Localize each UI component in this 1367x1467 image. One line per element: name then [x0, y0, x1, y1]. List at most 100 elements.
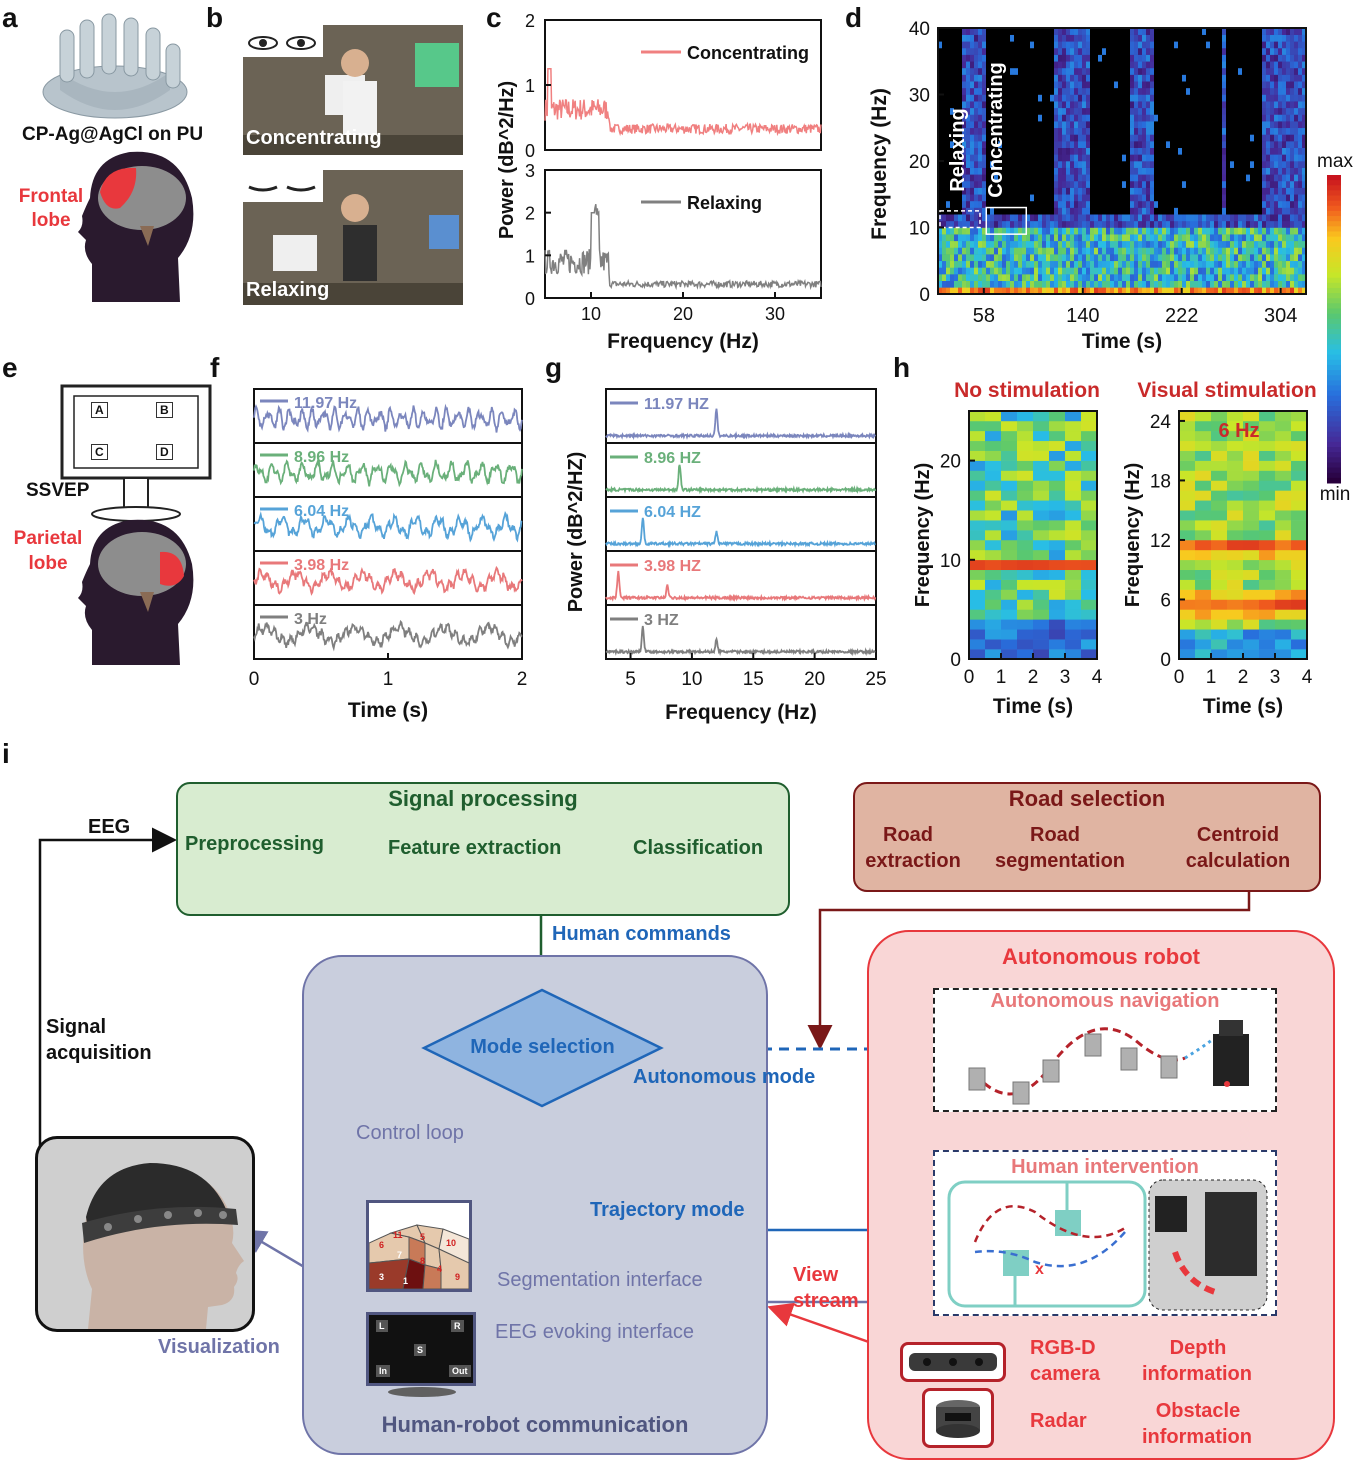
heatmap-cell [970, 47, 975, 55]
heatmap-cell [1142, 267, 1147, 275]
heatmap-cell [1062, 161, 1067, 168]
heatmap-cell [1198, 81, 1203, 89]
heatmap-cell [1046, 240, 1051, 248]
heatmap-cell [978, 200, 983, 208]
heatmap-cell [1218, 167, 1223, 175]
heatmap-cell [1302, 67, 1307, 75]
heatmap-cell [946, 274, 951, 281]
heatmap-cell [1227, 559, 1244, 571]
heatmap-cell [1158, 154, 1163, 162]
heatmap-cell [1146, 200, 1151, 208]
heatmap-cell [1266, 247, 1271, 255]
heatmap-cell [1238, 114, 1243, 122]
heatmap-cell [1126, 107, 1131, 115]
heatmap-cell [1049, 530, 1066, 541]
heatmap-cell [969, 490, 986, 501]
heatmap-cell [1134, 234, 1139, 242]
heatmap-cell [1210, 260, 1215, 268]
heatmap-cell [1038, 74, 1043, 82]
heatmap-cell [958, 247, 963, 255]
heatmap-cell [1178, 154, 1183, 162]
heatmap-cell [1130, 54, 1135, 62]
view-stream-label-2: stream [793, 1290, 859, 1312]
autonomous-navigation-label: Autonomous navigation [990, 990, 1220, 1012]
heatmap-cell [1114, 28, 1119, 35]
heatmap-cell [1170, 180, 1175, 188]
heatmap-cell [1238, 240, 1243, 248]
heatmap-cell [946, 147, 951, 155]
heatmap-cell [1086, 280, 1091, 288]
heatmap-cell [1006, 180, 1011, 188]
heatmap-cell [1182, 67, 1187, 75]
heatmap-cell [1070, 161, 1075, 168]
heatmap-cell [1082, 141, 1087, 148]
heatmap-cell [1243, 520, 1260, 531]
heatmap-cell [970, 267, 975, 275]
heatmap-cell [1254, 267, 1259, 275]
heatmap-cell [1210, 247, 1215, 255]
heatmap-cell [1154, 280, 1159, 288]
heatmap-cell [1286, 101, 1291, 109]
heatmap-cell [1302, 61, 1307, 69]
heatmap-cell [1054, 107, 1059, 115]
heatmap-cell [1118, 200, 1123, 208]
heatmap-cell [1234, 167, 1239, 175]
heatmap-cell [962, 200, 967, 208]
heatmap-cell [1098, 41, 1103, 49]
heatmap-cell [1174, 147, 1179, 155]
heatmap-cell [1291, 500, 1308, 511]
heatmap-cell [1218, 87, 1223, 95]
heatmap-cell [1046, 101, 1051, 109]
heatmap-cell [946, 121, 951, 129]
heatmap-cell [958, 234, 963, 242]
heatmap-cell [1162, 28, 1167, 35]
heatmap-cell [1278, 127, 1283, 135]
heatmap-cell [1278, 61, 1283, 69]
heatmap-cell [1150, 54, 1155, 62]
heatmap-cell [1170, 220, 1175, 228]
heatmap-cell [1222, 161, 1227, 168]
heatmap-cell [1222, 200, 1227, 208]
heatmap-cell [994, 214, 999, 222]
heatmap-cell [1026, 87, 1031, 95]
heatmap-cell [1050, 200, 1055, 208]
heatmap-cell [1086, 114, 1091, 122]
heatmap-cell [1186, 34, 1191, 42]
heatmap-cell [1046, 134, 1051, 142]
heatmap-cell [1243, 539, 1260, 551]
heatmap-cell [1210, 87, 1215, 95]
heatmap-cell [1010, 167, 1015, 175]
heatmap-cell [1226, 67, 1231, 75]
heatmap-cell [1162, 41, 1167, 49]
heatmap-cell [1138, 247, 1143, 255]
heatmap-cell [978, 154, 983, 162]
heatmap-cell [1179, 411, 1196, 422]
heatmap-cell [1010, 28, 1015, 35]
heatmap-cell [1033, 470, 1050, 481]
heatmap-cell [1194, 147, 1199, 155]
heatmap-cell [1258, 54, 1263, 62]
heatmap-cell [1166, 74, 1171, 82]
heatmap-cell [1278, 247, 1283, 255]
heatmap-cell [1170, 161, 1175, 168]
heatmap-cell [1054, 187, 1059, 195]
heatmap-cell [1046, 121, 1051, 129]
heatmap-cell [1178, 240, 1183, 248]
ssvep-monitor [60, 384, 212, 522]
heatmap-cell [1282, 174, 1287, 182]
heatmap-cell [1286, 280, 1291, 288]
heatmap-cell [1010, 200, 1015, 208]
heatmap-cell [1294, 247, 1299, 255]
heatmap-cell [986, 280, 991, 288]
heatmap-cell [1174, 121, 1179, 129]
heatmap-cell [1226, 134, 1231, 142]
heatmap-cell [946, 81, 951, 89]
heatmap-cell [1154, 274, 1159, 281]
heatmap-cell [1070, 220, 1075, 228]
heatmap-cell [962, 287, 967, 295]
colorbar-step [1327, 457, 1341, 463]
heatmap-cell [1154, 194, 1159, 202]
heatmap-cell [1122, 101, 1127, 109]
mode-selection-diamond[interactable] [420, 988, 665, 1110]
heatmap-cell [1294, 174, 1299, 182]
